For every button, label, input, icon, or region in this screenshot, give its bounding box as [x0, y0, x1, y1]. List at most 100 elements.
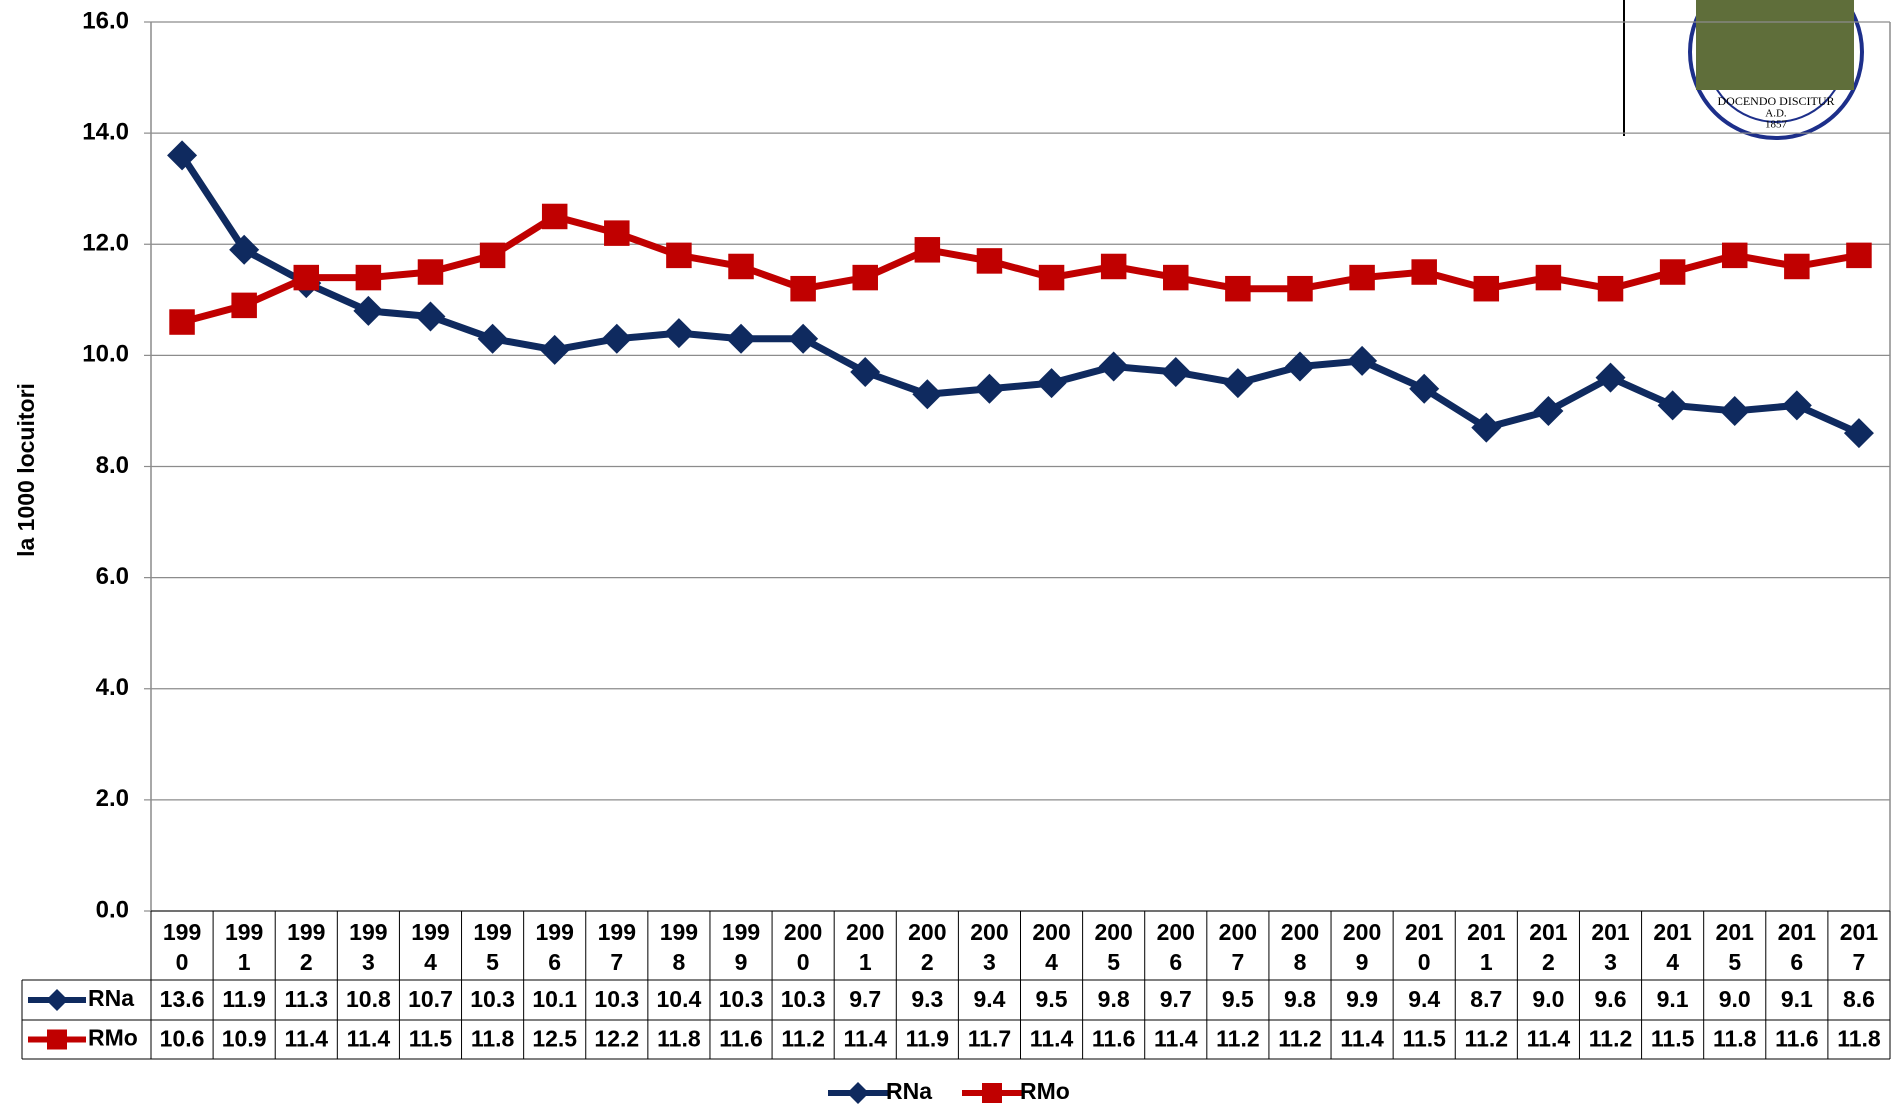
table-series-name: RNa — [88, 985, 134, 1011]
x-tick-label: 1998 — [659, 919, 699, 975]
marker — [1347, 345, 1378, 376]
table-value: 11.4 — [843, 1026, 887, 1052]
table-value: 10.9 — [222, 1026, 267, 1052]
x-tick-label-box: 2005 — [1094, 919, 1132, 975]
marker — [1036, 368, 1067, 399]
marker — [1595, 362, 1626, 393]
marker — [788, 323, 819, 354]
y-tick-label: 4.0 — [96, 674, 129, 701]
marker — [1349, 264, 1375, 291]
marker — [1160, 357, 1191, 388]
x-tick-label-box: 2012 — [1529, 919, 1568, 975]
x-tick-label: 2001 — [846, 919, 885, 975]
table-value: 9.1 — [1781, 986, 1813, 1012]
x-tick-label-box: 1996 — [536, 919, 574, 975]
table-value: 11.5 — [1651, 1026, 1695, 1052]
marker — [169, 309, 195, 335]
table-value: 12.2 — [594, 1026, 639, 1052]
x-tick-label: 1997 — [597, 919, 636, 975]
marker — [417, 259, 444, 285]
table-value: 9.3 — [911, 986, 943, 1012]
marker — [728, 253, 754, 280]
marker — [790, 275, 816, 302]
x-tick-label-box: 2001 — [846, 919, 885, 975]
marker — [355, 264, 382, 291]
table-value: 13.6 — [160, 986, 205, 1012]
marker — [541, 203, 568, 230]
x-tick-label: 2012 — [1529, 919, 1568, 975]
table-series-name: RMo — [88, 1025, 138, 1051]
y-tick-label: 8.0 — [96, 452, 129, 479]
marker — [1409, 373, 1440, 404]
marker — [604, 220, 630, 246]
table-value: 10.7 — [408, 986, 453, 1012]
table-value: 11.8 — [1713, 1026, 1757, 1052]
table-value: 11.4 — [347, 1026, 391, 1052]
x-tick-label-box: 2002 — [908, 919, 947, 975]
table-value: 10.3 — [594, 986, 639, 1012]
marker — [1846, 242, 1872, 269]
x-tick-label-box: 2000 — [783, 919, 823, 975]
x-tick-label-box: 2004 — [1032, 919, 1071, 975]
marker — [293, 264, 320, 291]
table-value: 11.4 — [1030, 1026, 1074, 1052]
table-value: 11.6 — [1775, 1026, 1819, 1052]
x-tick-label-box: 2009 — [1343, 919, 1381, 975]
x-tick-label: 2017 — [1839, 919, 1879, 975]
x-tick-label: 2002 — [908, 919, 947, 975]
x-tick-label: 2004 — [1032, 919, 1071, 975]
marker — [1222, 368, 1253, 399]
x-tick-label-box: 1998 — [659, 919, 699, 975]
logo-ad: A.D. — [1765, 108, 1787, 120]
marker — [1100, 253, 1127, 280]
x-tick-label: 1993 — [349, 919, 388, 975]
marker — [850, 357, 881, 388]
table-value: 11.8 — [471, 1026, 515, 1052]
y-tick-label: 10.0 — [82, 341, 129, 368]
marker — [1843, 418, 1874, 449]
logo: DOCENDO DISCITUR A.D. 1857 — [1688, 0, 1864, 140]
y-axis-label: la 1000 locuitori — [13, 383, 39, 557]
table-value: 9.9 — [1346, 986, 1378, 1012]
logo-image — [1696, 0, 1854, 90]
table-value: 9.8 — [1284, 986, 1316, 1012]
table-value: 9.7 — [849, 986, 881, 1012]
marker — [1721, 242, 1748, 269]
x-tick-label-box: 1995 — [473, 919, 511, 975]
table-value: 9.6 — [1595, 986, 1627, 1012]
series-line — [179, 153, 1861, 437]
legend-marker — [46, 989, 68, 1011]
marker — [479, 242, 506, 269]
table-value: 11.2 — [1278, 1026, 1322, 1052]
x-tick-label: 2003 — [970, 919, 1009, 975]
marker — [1038, 264, 1065, 291]
table-value: 10.3 — [781, 986, 826, 1012]
marker — [1473, 275, 1500, 302]
table-value: 11.7 — [968, 1026, 1012, 1052]
y-tick-label: 14.0 — [82, 118, 129, 145]
marker — [1781, 390, 1812, 421]
x-tick-label-box: 1994 — [411, 919, 450, 975]
x-tick-label: 2015 — [1715, 919, 1754, 975]
x-tick-label: 2007 — [1218, 919, 1258, 975]
table-value: 9.7 — [1160, 986, 1192, 1012]
x-tick-label-box: 2010 — [1405, 919, 1443, 975]
marker — [1659, 259, 1686, 285]
marker — [1597, 275, 1624, 302]
table-value: 9.5 — [1036, 986, 1068, 1012]
x-tick-label: 2016 — [1777, 919, 1817, 975]
table-value: 9.0 — [1532, 986, 1564, 1012]
table-value: 11.2 — [1216, 1026, 1260, 1052]
x-tick-label-box: 2015 — [1715, 919, 1754, 975]
x-tick-label: 2014 — [1653, 919, 1692, 975]
table-value: 11.5 — [409, 1026, 453, 1052]
marker — [167, 140, 198, 171]
x-tick-label: 2000 — [783, 919, 823, 975]
marker — [914, 237, 941, 263]
x-tick-label-box: 1991 — [225, 919, 263, 975]
table-value: 9.8 — [1098, 986, 1130, 1012]
x-tick-label-box: 1997 — [597, 919, 636, 975]
marker — [1657, 390, 1688, 421]
table-value: 11.8 — [657, 1026, 701, 1052]
x-tick-label: 1994 — [411, 919, 450, 975]
